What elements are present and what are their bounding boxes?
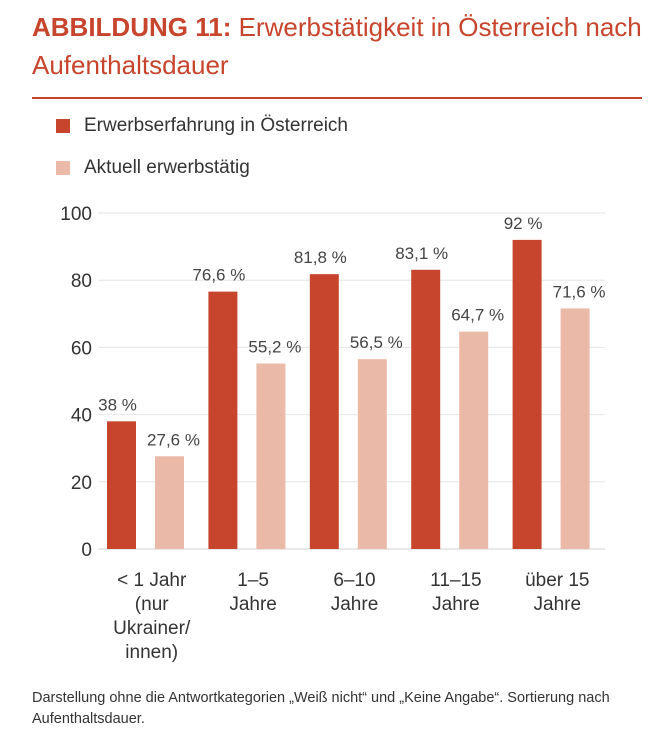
data-label-series-2-0: 27,6 % — [147, 430, 200, 449]
x-category-label-0-line-3: innen) — [125, 642, 178, 663]
y-tick-label-80: 80 — [71, 271, 92, 292]
y-tick-label-60: 60 — [71, 338, 92, 359]
bar-series-2-0 — [155, 456, 184, 549]
data-label-series-1-3: 83,1 % — [395, 244, 448, 263]
bar-chart: 0 20 40 60 80 100 38 % 27,6 % < 1 Jahr (nur Ukrain… — [60, 204, 606, 663]
title-divider — [32, 97, 642, 99]
bar-series-2-4 — [560, 308, 590, 549]
legend-item-aktuell-erwerbstaetig: Aktuell erwerbstätig — [56, 156, 250, 180]
bar-series-1-3 — [411, 269, 441, 549]
y-tick-label-100: 100 — [60, 204, 92, 225]
bar-series-1-4 — [512, 239, 542, 549]
x-category-label-4-line-0: über 15 — [525, 570, 589, 591]
legend-label-series-2: Aktuell erwerbstätig — [84, 157, 250, 178]
x-category-label-0-line-1: (nur — [135, 594, 169, 615]
footnote: Darstellung ohne die Antwortkategorien „… — [32, 690, 610, 727]
x-category-label-0-line-0: < 1 Jahr — [117, 570, 187, 591]
figure-label: ABBILDUNG 11: — [32, 12, 232, 42]
data-label-series-2-3: 64,7 % — [451, 306, 504, 325]
figure-title-text: Erwerbstätigkeit in Österreich nach Aufe… — [32, 12, 642, 80]
x-category-label-2-line-0: 6–10 — [333, 570, 375, 591]
x-category-label-3-line-0: 11–15 — [430, 570, 481, 591]
bar-series-1-1 — [208, 291, 238, 549]
legend-label-series-1: Erwerbserfahrung in Österreich — [84, 115, 348, 136]
data-label-series-2-1: 55,2 % — [248, 338, 301, 357]
y-tick-label-40: 40 — [71, 406, 92, 427]
x-category-label-4-line-1: Jahre — [534, 594, 582, 615]
data-label-series-1-4: 92 % — [504, 214, 543, 233]
legend-item-erwerbserfahrung: Erwerbserfahrung in Österreich — [56, 114, 348, 138]
bar-series-2-1 — [256, 363, 286, 549]
bar-series-1-2 — [309, 274, 339, 549]
data-label-series-2-2: 56,5 % — [350, 333, 403, 352]
bar-series-1-0 — [107, 421, 136, 549]
bar-series-2-2 — [357, 359, 387, 549]
legend-swatch-series-2 — [56, 161, 70, 175]
x-category-label-3-line-1: Jahre — [432, 594, 480, 615]
chart-title: ABBILDUNG 11: Erwerbstätigkeit in Österr… — [32, 8, 652, 84]
bar-series-2-3 — [459, 331, 489, 549]
data-label-series-1-1: 76,6 % — [192, 266, 245, 285]
data-label-series-2-4: 71,6 % — [553, 282, 606, 301]
x-category-label-2-line-1: Jahre — [331, 594, 379, 615]
x-category-label-0-line-2: Ukrainer/ — [113, 618, 191, 639]
y-tick-label-20: 20 — [71, 473, 92, 494]
data-label-series-1-2: 81,8 % — [294, 248, 347, 267]
data-label-series-1-0: 38 % — [98, 395, 137, 414]
x-category-label-1-line-1: Jahre — [229, 594, 277, 615]
x-category-label-1-line-0: 1–5 — [237, 570, 269, 591]
y-tick-label-0: 0 — [81, 540, 92, 561]
legend-swatch-series-1 — [56, 119, 70, 133]
